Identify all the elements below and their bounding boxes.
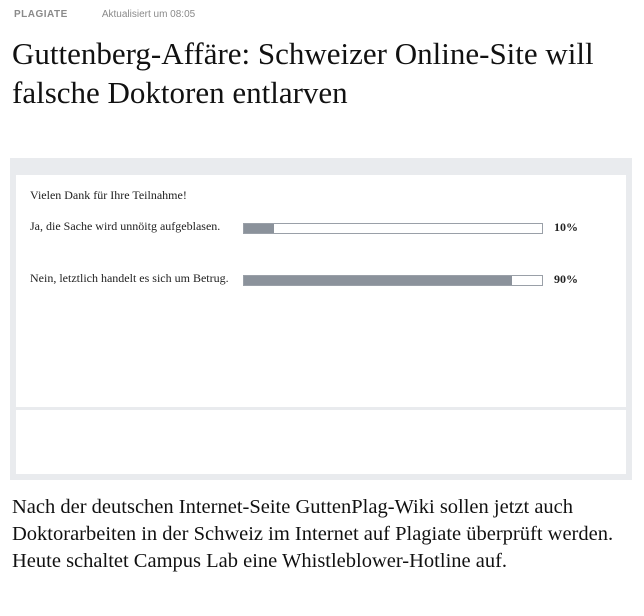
section-kicker[interactable]: PLAGIATE [14,8,68,20]
updated-timestamp: Aktualisiert um 08:05 [101,8,196,20]
poll-thanks-message: Vielen Dank für Ihre Teilnahme! [30,188,187,202]
poll-option-label: Nein, letztlich handelt es sich um Betru… [30,271,229,285]
article-teaser: Nach der deutschen Internet-Seite Gutten… [12,496,614,572]
poll-option-yes: Ja, die Sache wird unnöitg aufgeblasen. … [30,219,630,259]
poll-result-fill [244,224,274,233]
poll-result-bar [243,223,543,234]
poll-results-panel: Vielen Dank für Ihre Teilnahme! Ja, die … [16,175,626,407]
poll-result-percent: 10% [554,220,578,234]
poll-widget: Vielen Dank für Ihre Teilnahme! Ja, die … [10,158,632,480]
poll-footer-panel [16,410,626,474]
poll-option-no: Nein, letztlich handelt es sich um Betru… [30,271,630,311]
article-headline: Guttenberg-Affäre: Schweizer Online-Site… [12,36,594,110]
poll-result-percent: 90% [554,272,578,286]
article-meta: PLAGIATE Aktualisiert um 08:05 [14,6,195,22]
poll-result-fill [244,276,513,285]
poll-result-bar [243,275,543,286]
poll-option-label: Ja, die Sache wird unnöitg aufgeblasen. [30,219,221,233]
